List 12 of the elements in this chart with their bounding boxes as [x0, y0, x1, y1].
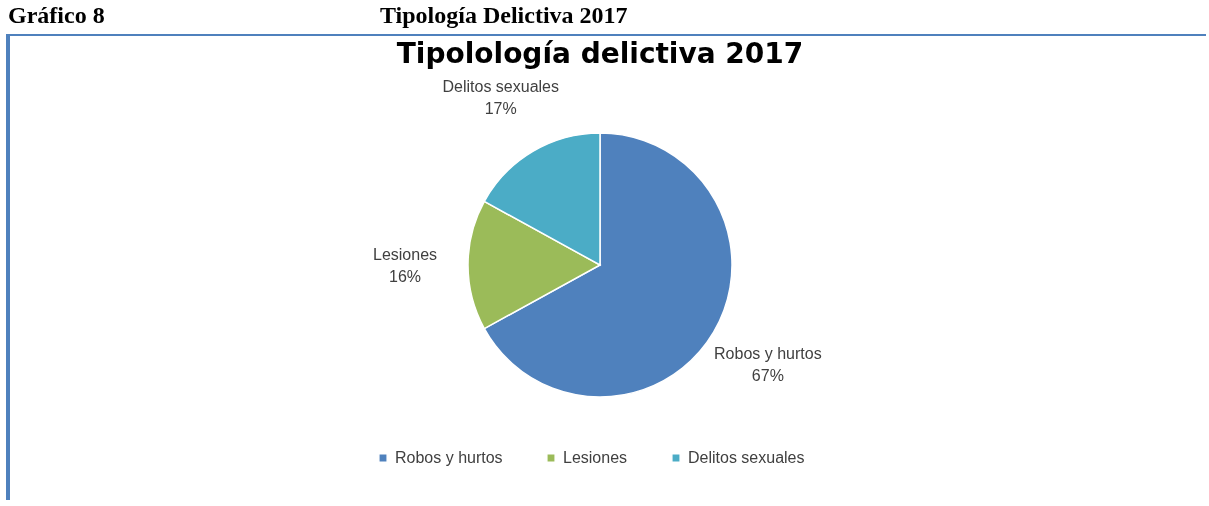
- slice-label: Lesiones: [372, 246, 438, 263]
- text: Gráfico 8: [8, 2, 105, 29]
- slice-label: Robos y hurtos: [714, 345, 822, 363]
- legend-label: Lesiones: [563, 449, 628, 466]
- legend-label: Robos y hurtos: [395, 449, 503, 466]
- data-label: 67%: [751, 367, 784, 385]
- data-label: 16%: [388, 268, 422, 285]
- slice-label: Delitos sexuales: [442, 78, 559, 96]
- chart-title: Tipolología delictiva 2017: [396, 37, 804, 71]
- text: Tipología Delictiva 2017: [380, 2, 628, 29]
- legend-label: Delitos sexuales: [688, 449, 805, 466]
- data-label: 17%: [484, 100, 517, 118]
